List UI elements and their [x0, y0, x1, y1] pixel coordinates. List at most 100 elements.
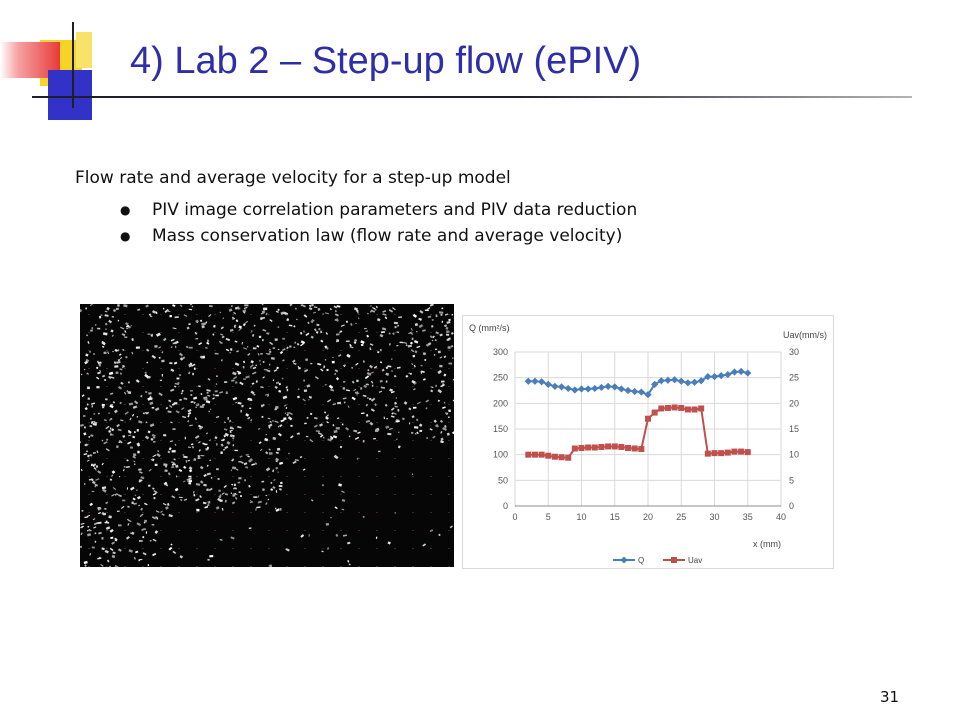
piv-vector-dot — [214, 548, 216, 549]
piv-vector-dot — [178, 494, 180, 495]
piv-particle — [128, 402, 134, 406]
piv-particle — [151, 524, 155, 526]
piv-particle — [385, 425, 390, 429]
piv-particle — [144, 371, 147, 374]
piv-vector-dot — [106, 512, 108, 513]
piv-particle — [438, 311, 444, 314]
piv-particle — [223, 421, 226, 424]
piv-particle — [230, 469, 233, 472]
piv-particle — [220, 333, 224, 336]
piv-vector-dot — [286, 422, 288, 423]
piv-particle — [174, 382, 180, 386]
piv-vector-dot — [232, 548, 234, 549]
piv-vector-dot — [232, 422, 234, 423]
piv-vector-dot — [268, 494, 270, 495]
piv-particle — [104, 379, 106, 381]
piv-vector-dot — [340, 530, 342, 531]
piv-particle — [269, 420, 272, 423]
piv-particle — [133, 502, 137, 505]
piv-particle — [149, 401, 154, 405]
piv-vector-dot — [106, 350, 108, 351]
piv-particle — [347, 559, 350, 563]
piv-particle — [425, 399, 430, 403]
piv-vector-dot — [448, 314, 450, 315]
piv-particle — [80, 423, 84, 427]
piv-particle — [145, 531, 148, 534]
piv-particle — [244, 320, 249, 324]
piv-particle — [370, 408, 375, 412]
piv-particle — [172, 342, 177, 345]
piv-particle — [173, 458, 176, 461]
piv-particle — [370, 380, 374, 384]
piv-vector-dot — [412, 422, 414, 423]
piv-particle — [392, 332, 395, 336]
piv-particle — [220, 342, 223, 345]
piv-particle — [330, 388, 335, 392]
piv-vector-dot — [250, 566, 252, 567]
piv-particle — [415, 330, 418, 333]
piv-vector-dot — [142, 314, 144, 315]
piv-vector-dot — [124, 458, 126, 459]
piv-particle — [202, 355, 206, 359]
piv-particle — [412, 406, 417, 409]
piv-vector-dot — [448, 458, 450, 459]
piv-particle — [115, 371, 119, 374]
piv-vector-dot — [394, 458, 396, 459]
piv-particle — [167, 472, 171, 476]
piv-particle — [418, 324, 424, 329]
data-point-q — [571, 386, 579, 394]
piv-particle — [267, 353, 271, 355]
piv-particle — [288, 452, 290, 455]
piv-particle — [189, 390, 193, 392]
piv-particle — [275, 460, 278, 463]
piv-vector-dot — [160, 314, 162, 315]
piv-particle — [441, 320, 444, 323]
piv-particle — [265, 312, 268, 316]
piv-vector-dot — [124, 476, 126, 477]
piv-particle — [193, 367, 196, 370]
piv-vector-dot — [376, 494, 378, 495]
piv-vector-dot — [214, 458, 216, 459]
piv-vector-dot — [358, 512, 360, 513]
piv-particle — [171, 450, 176, 453]
piv-particle — [269, 363, 271, 366]
piv-particle — [198, 441, 201, 444]
piv-particle — [273, 478, 276, 482]
piv-particle — [275, 457, 280, 462]
piv-particle — [260, 353, 263, 355]
piv-vector-dot — [88, 350, 90, 351]
piv-particle — [223, 381, 228, 383]
piv-particle — [259, 359, 261, 362]
data-point-uav — [578, 444, 585, 451]
piv-particle — [336, 305, 341, 308]
piv-vector-dot — [286, 350, 288, 351]
piv-particle — [158, 392, 163, 397]
piv-particle — [444, 425, 447, 428]
data-point-q — [577, 385, 586, 393]
piv-particle — [168, 447, 172, 451]
piv-particle — [398, 431, 400, 434]
piv-vector-dot — [196, 368, 198, 369]
piv-particle — [315, 430, 320, 432]
piv-vector-dot — [322, 332, 324, 333]
piv-particle — [325, 414, 329, 418]
piv-vector-dot — [340, 368, 342, 369]
piv-particle — [320, 330, 323, 334]
piv-vector-dot — [178, 530, 180, 531]
piv-particle — [322, 484, 324, 487]
piv-particle — [136, 489, 138, 491]
piv-particle — [369, 343, 374, 346]
piv-particle — [373, 437, 377, 440]
piv-particle — [111, 470, 116, 474]
piv-vector-dot — [142, 494, 144, 495]
piv-particle — [184, 436, 186, 440]
piv-particle — [385, 372, 390, 376]
piv-particle — [241, 461, 244, 464]
piv-particle — [85, 353, 89, 357]
piv-particle — [127, 429, 132, 434]
piv-particle — [128, 549, 133, 553]
piv-vector-dot — [250, 350, 252, 351]
piv-particle — [334, 318, 339, 322]
piv-particle — [206, 472, 211, 476]
piv-particle — [367, 312, 369, 315]
